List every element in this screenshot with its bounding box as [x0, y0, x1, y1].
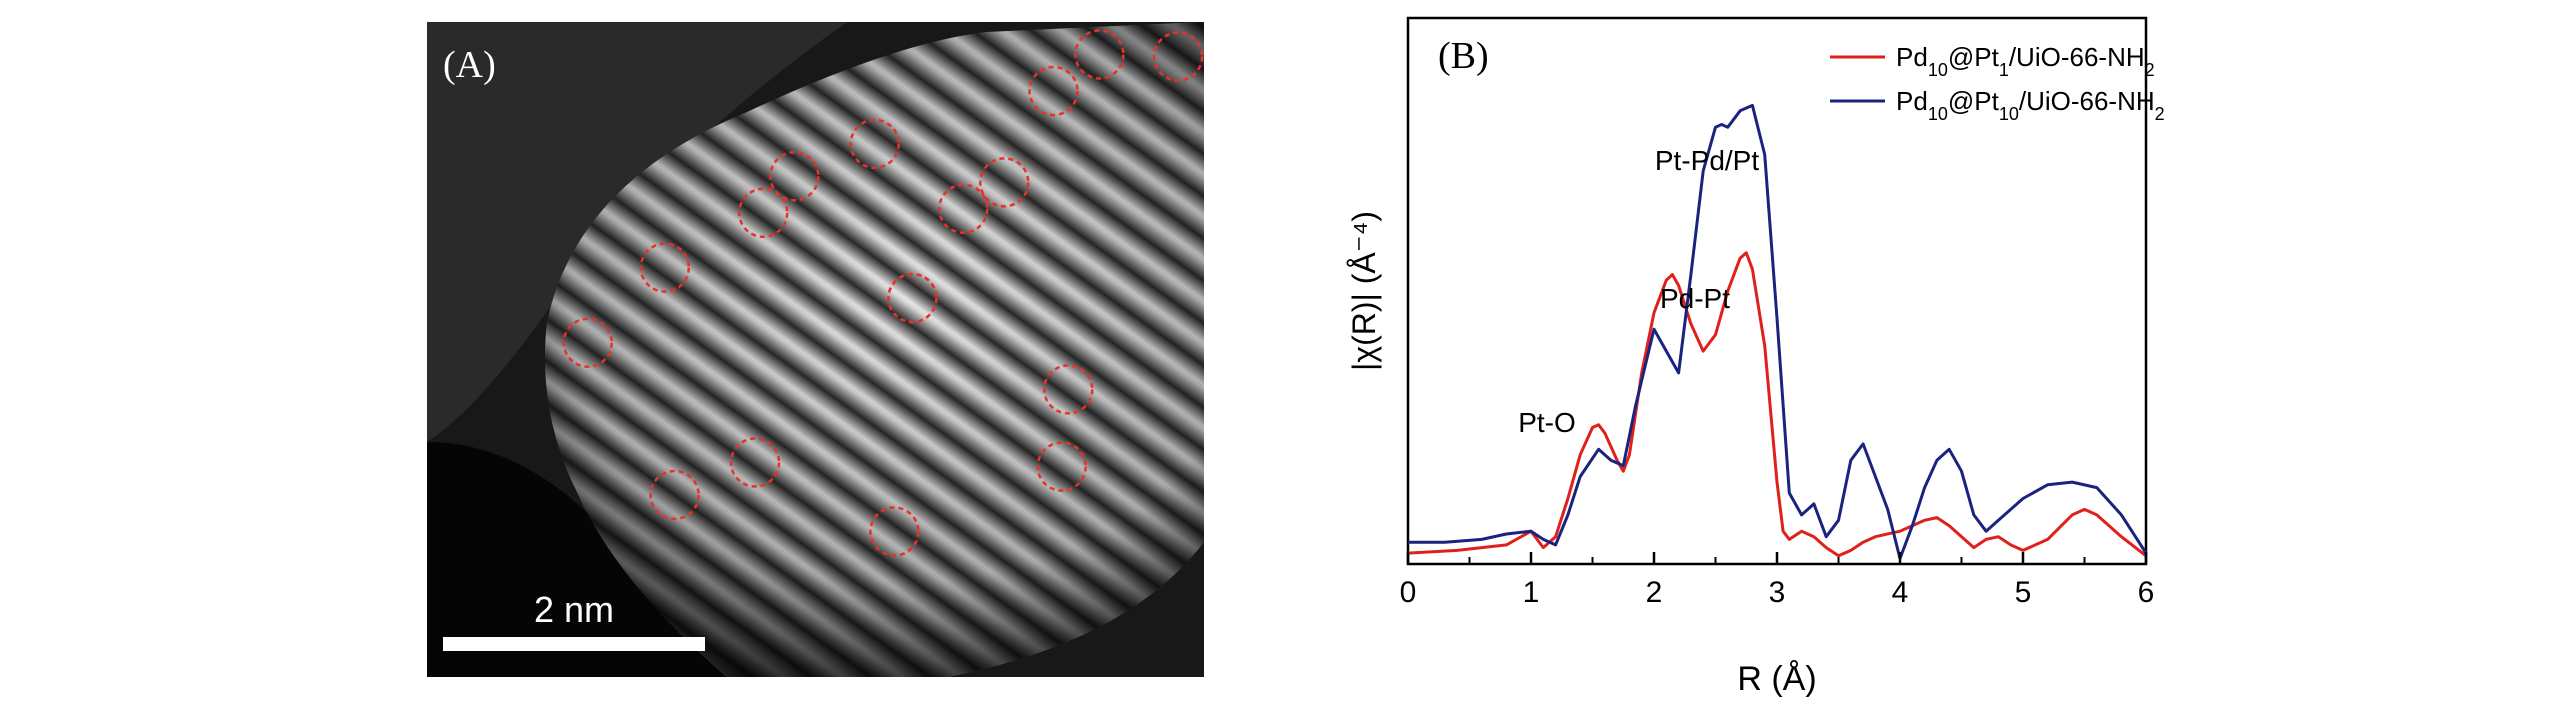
exafs-chart: 0 1 2 3 4 5 6 R (Å) |χ(R)| (Å⁻⁴) (B) Pt-O Pt-P…: [1346, 16, 2165, 698]
highlighted-atom-circle: [1152, 31, 1204, 82]
panel-b-label: (B): [1438, 35, 1489, 77]
micrograph-panel: (A) 2 nm: [427, 22, 1204, 677]
highlighted-atom-circle: [769, 151, 820, 202]
x-tick-label: 4: [1892, 576, 1909, 609]
annotation-pd-pt: Pd-Pt: [1660, 283, 1730, 314]
plot-lines: [1407, 103, 2148, 560]
scale-bar: [443, 637, 705, 651]
x-tick-label: 5: [2015, 576, 2032, 609]
highlighted-atom-circle: [979, 157, 1030, 208]
highlighted-atoms: [562, 29, 1204, 557]
x-tick-label: 1: [1523, 576, 1540, 609]
highlighted-atom-circle: [729, 437, 781, 488]
highlighted-atom-circle: [1028, 65, 1079, 117]
series-line-1: [1407, 251, 2147, 558]
x-tick-label: 2: [1646, 576, 1663, 609]
highlighted-atom-circle: [887, 272, 938, 324]
x-axis-label: R (Å): [1737, 660, 1816, 698]
highlighted-atom-circle: [938, 183, 989, 235]
legend: Pd10@Pt1/UiO-66-NH2 Pd10@Pt10/UiO-66-NH2: [1830, 42, 2165, 124]
y-axis-label: |χ(R)| (Å⁻⁴): [1346, 211, 1382, 371]
scale-bar-label: 2 nm: [534, 589, 614, 630]
highlighted-atom-circle: [639, 242, 691, 293]
annotation-pt-pd-pt: Pt-Pd/Pt: [1655, 145, 1759, 176]
annotation-pt-o: Pt-O: [1518, 407, 1576, 438]
background-haze: [427, 22, 847, 442]
highlighted-atom-circle: [869, 506, 920, 557]
x-tick-label: 0: [1400, 576, 1417, 609]
legend-label-series-1: Pd10@Pt1/UiO-66-NH2: [1896, 42, 2155, 80]
highlighted-atom-circle: [562, 317, 613, 368]
panel-a-label: (A): [443, 44, 496, 86]
bottom-left-dark-region: [427, 442, 727, 677]
legend-label-series-2: Pd10@Pt10/UiO-66-NH2: [1896, 86, 2165, 124]
x-tick-label: 6: [2138, 576, 2155, 609]
highlighted-atom-circle: [1042, 364, 1094, 415]
nanoparticle-lattice: [545, 22, 1204, 677]
x-tick-label: 3: [1769, 576, 1786, 609]
series-line-2: [1408, 103, 2148, 560]
highlighted-atom-circle: [737, 187, 789, 239]
highlighted-atom-circle: [649, 469, 700, 521]
legend-entry-series-1: Pd10@Pt1/UiO-66-NH2: [1830, 42, 2155, 80]
highlighted-atom-circle: [1074, 29, 1125, 80]
x-axis-ticks: 0 1 2 3 4 5 6: [1400, 552, 2155, 609]
legend-entry-series-2: Pd10@Pt10/UiO-66-NH2: [1830, 86, 2165, 124]
